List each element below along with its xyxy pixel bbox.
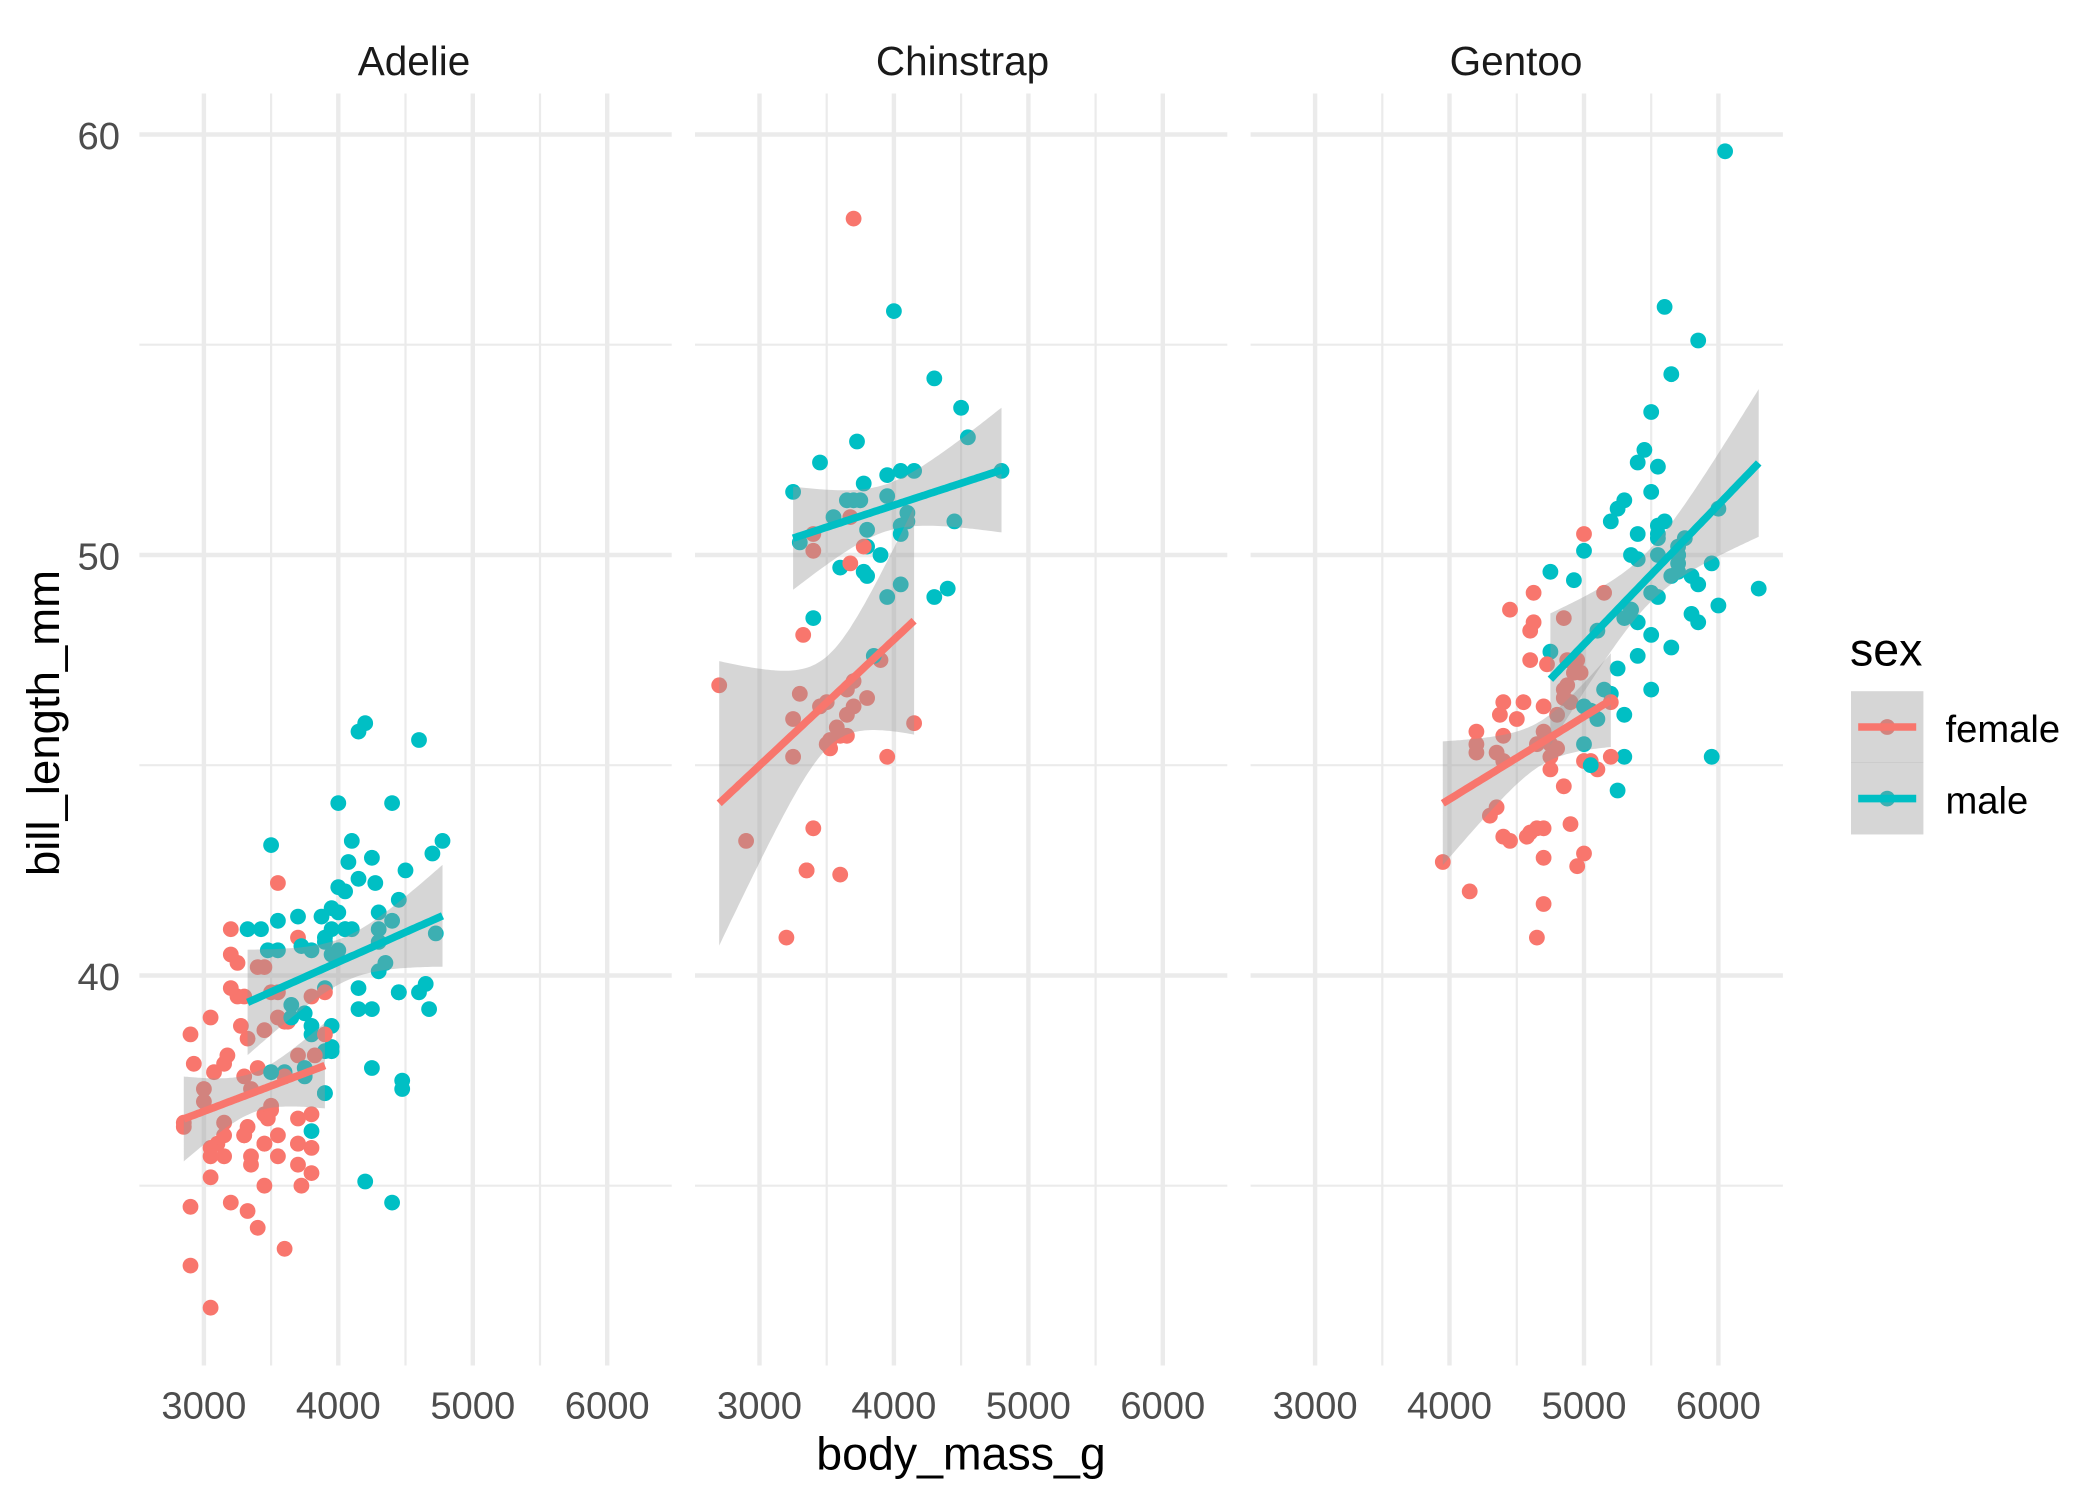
svg-text:3000: 3000	[717, 1385, 802, 1428]
svg-text:male: male	[1946, 780, 2029, 823]
svg-text:sex: sex	[1850, 624, 1922, 676]
svg-text:6000: 6000	[565, 1385, 650, 1428]
svg-text:3000: 3000	[1273, 1385, 1358, 1428]
svg-text:4000: 4000	[1407, 1385, 1492, 1428]
svg-text:5000: 5000	[1542, 1385, 1627, 1428]
svg-text:4000: 4000	[296, 1385, 381, 1428]
svg-text:5000: 5000	[430, 1385, 515, 1428]
svg-text:6000: 6000	[1676, 1385, 1761, 1428]
svg-text:4000: 4000	[851, 1385, 936, 1428]
svg-text:40: 40	[78, 956, 120, 999]
svg-text:Adelie: Adelie	[358, 38, 471, 84]
svg-text:bill_length_mm: bill_length_mm	[18, 570, 69, 876]
svg-text:Chinstrap: Chinstrap	[876, 38, 1049, 84]
svg-text:60: 60	[78, 115, 120, 158]
svg-text:6000: 6000	[1120, 1385, 1205, 1428]
svg-text:Gentoo: Gentoo	[1450, 38, 1583, 84]
svg-text:50: 50	[78, 536, 120, 579]
svg-text:female: female	[1946, 708, 2061, 751]
svg-text:5000: 5000	[986, 1385, 1071, 1428]
svg-text:body_mass_g: body_mass_g	[816, 1428, 1106, 1480]
svg-text:3000: 3000	[161, 1385, 246, 1428]
